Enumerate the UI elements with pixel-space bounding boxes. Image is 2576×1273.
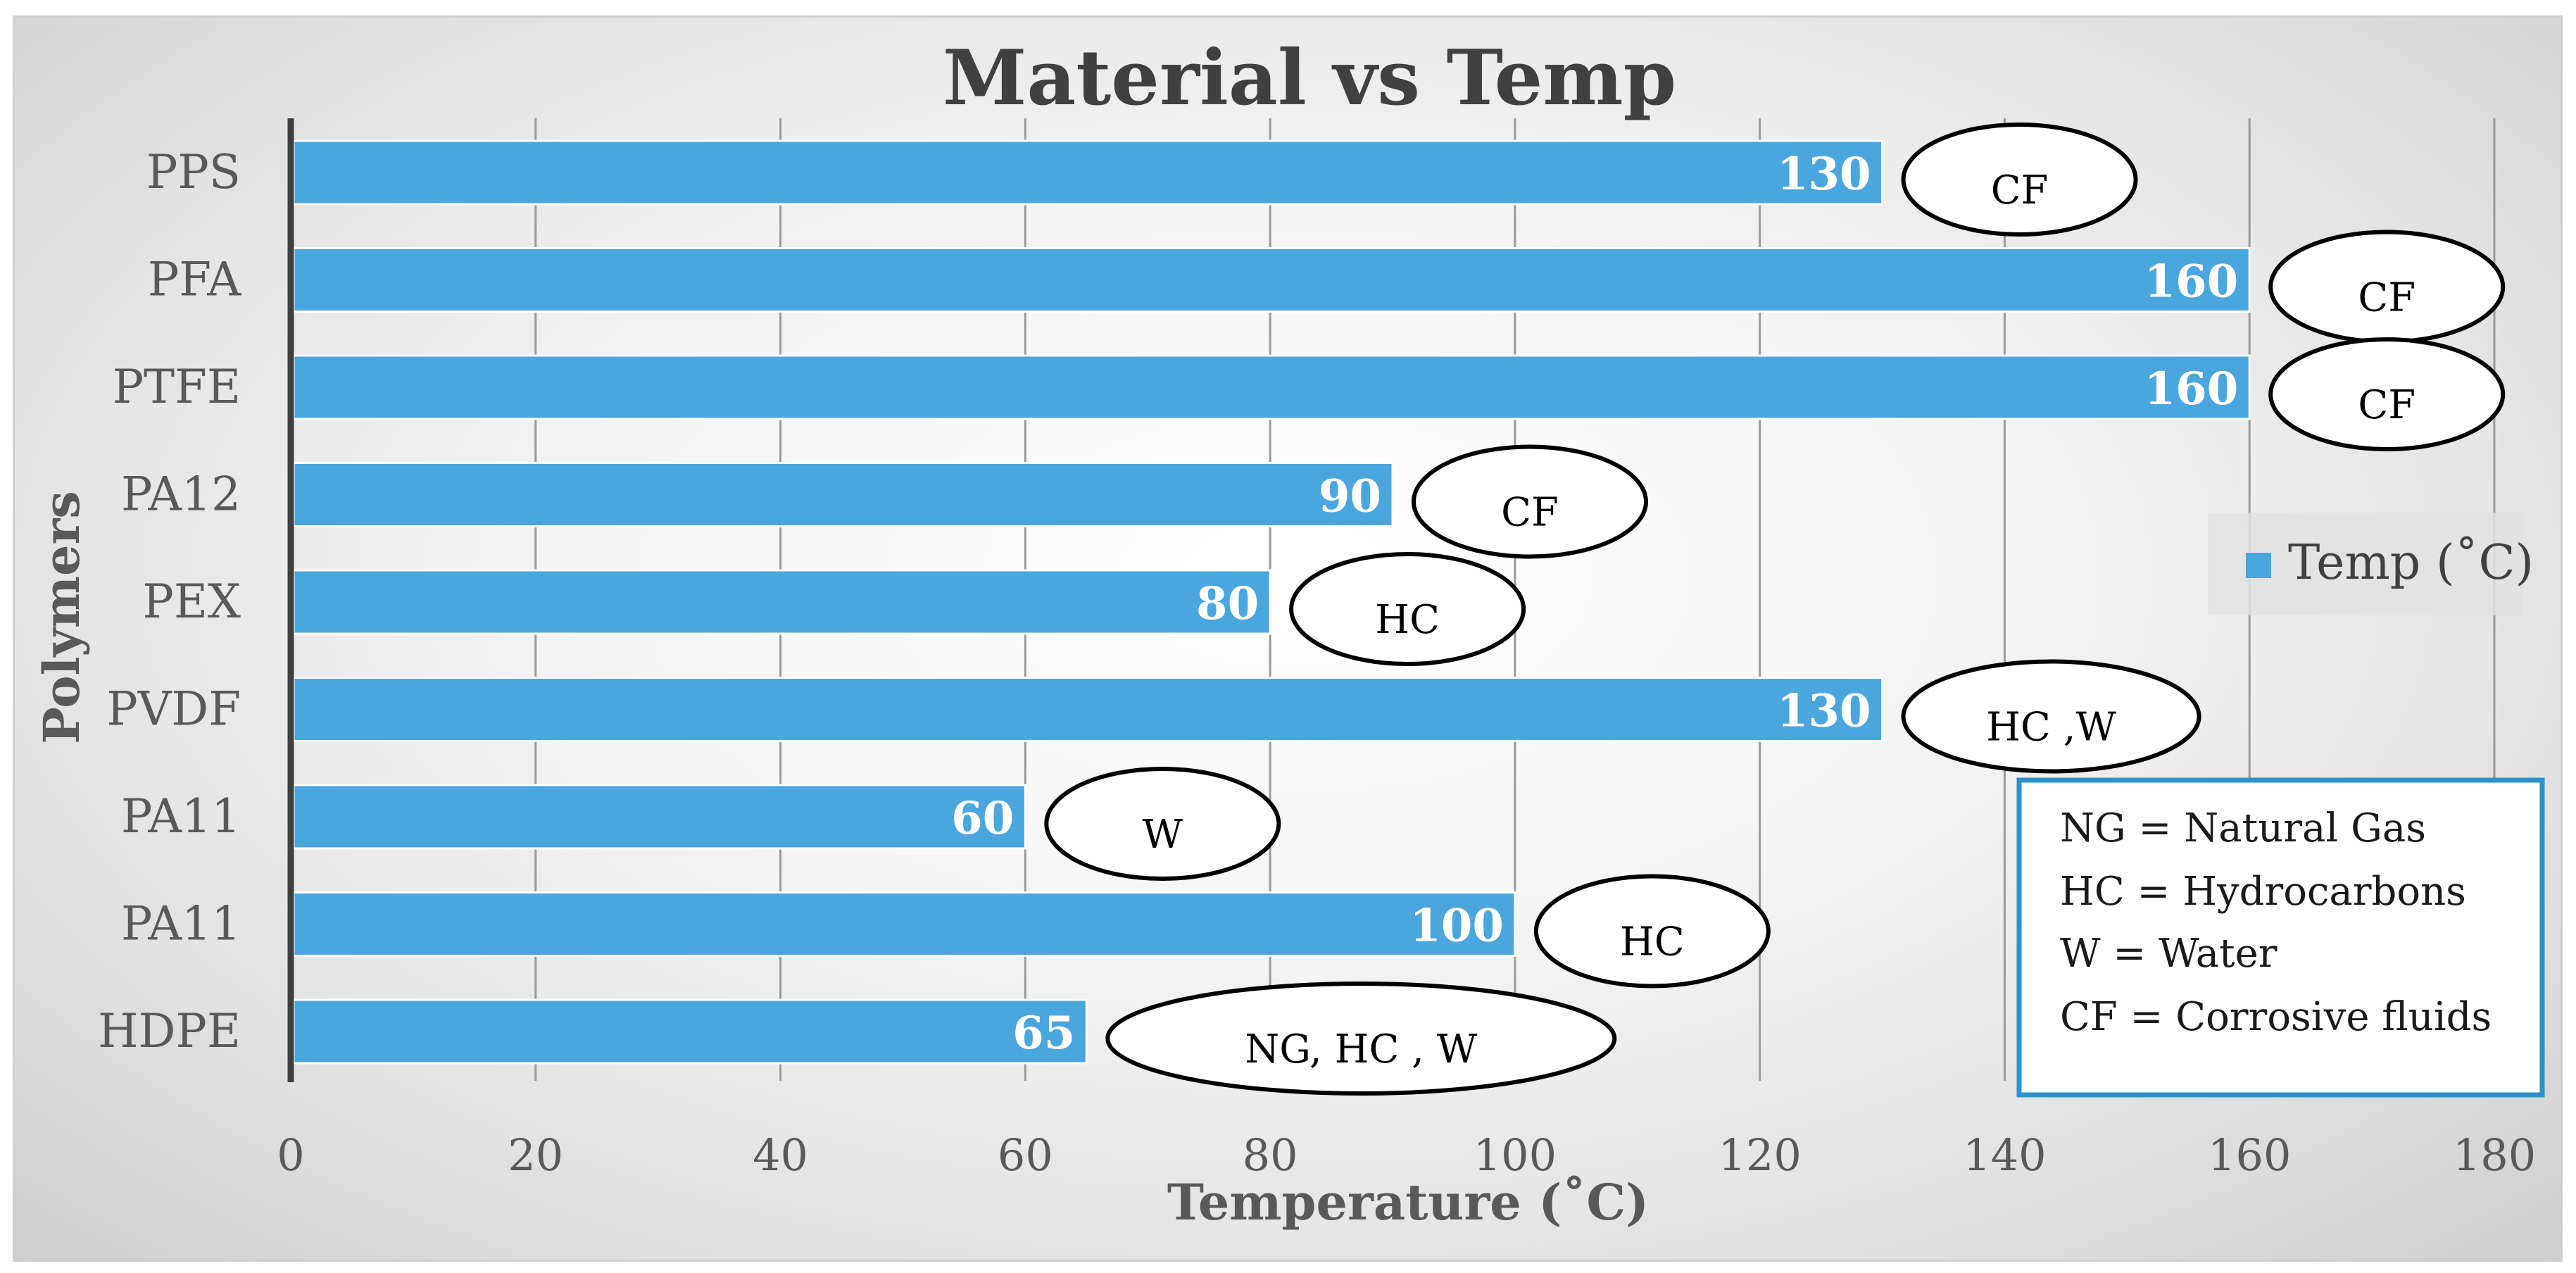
x-tick-label: 160 xyxy=(2208,1129,2291,1181)
x-tick-label: 40 xyxy=(753,1129,808,1181)
fluid-label: CF xyxy=(2358,275,2415,321)
key-item-cf: CF = Corrosive fluids xyxy=(2060,994,2492,1040)
fluid-ellipse xyxy=(1901,659,2201,774)
chart-title: Material vs Temp xyxy=(943,34,1676,123)
fluid-ellipse xyxy=(1289,552,1526,666)
y-tick-label: PA12 xyxy=(121,468,241,522)
y-axis-title: Polymers xyxy=(32,491,91,744)
key-item-hc: HC = Hydrocarbons xyxy=(2060,869,2466,915)
fluid-ellipse xyxy=(1044,767,1281,881)
data-label: 130 xyxy=(1777,148,1871,201)
fluid-label: HC ,W xyxy=(1986,705,2116,751)
fluid-label: CF xyxy=(1501,490,1559,536)
y-tick-label: PA11 xyxy=(121,897,241,951)
key-item-ng: NG = Natural Gas xyxy=(2060,805,2426,851)
y-tick-label: PPS xyxy=(146,145,241,199)
bar-ptfe xyxy=(292,354,2251,420)
fluid-ellipse xyxy=(2268,337,2506,451)
key-box: NG = Natural Gas HC = Hydrocarbons W = W… xyxy=(2016,777,2545,1098)
bar-pa12 xyxy=(292,462,1394,527)
data-label: 65 xyxy=(1012,1007,1075,1060)
fluid-ellipse xyxy=(1412,444,1648,559)
y-tick-label: PA11 xyxy=(121,789,241,844)
data-label: 100 xyxy=(1409,900,1504,953)
y-tick-label: PEX xyxy=(142,575,241,629)
fluid-label: HC xyxy=(1375,597,1440,643)
fluid-label: CF xyxy=(2358,382,2415,428)
fluid-ellipse xyxy=(1105,982,1617,1096)
fluid-label: NG, HC , W xyxy=(1245,1027,1477,1072)
x-tick-label: 140 xyxy=(1963,1129,2046,1181)
legend-swatch xyxy=(2246,553,2271,578)
bar-pa11 xyxy=(292,784,1026,850)
x-tick-label: 20 xyxy=(508,1129,563,1181)
fluid-annotations: CF CF CF CF HC HC ,W W HC NG, HC , W xyxy=(1044,123,2506,1096)
x-tick-label: 180 xyxy=(2453,1129,2536,1181)
bar-pa11 xyxy=(292,891,1516,957)
bar-pfa xyxy=(292,247,2251,313)
fluid-label: W xyxy=(1143,812,1183,858)
x-tick-label: 120 xyxy=(1718,1129,1801,1181)
x-axis-title: Temperature (˚C) xyxy=(1167,1173,1649,1231)
legend: Temp (˚C) xyxy=(2208,513,2534,615)
bar-pvdf xyxy=(292,677,1884,742)
y-tick-label: PFA xyxy=(148,253,241,307)
x-tick-label: 80 xyxy=(1243,1129,1298,1181)
y-tick-label: HDPE xyxy=(98,1004,241,1058)
legend-label: Temp (˚C) xyxy=(2288,535,2534,591)
data-label: 90 xyxy=(1319,470,1381,523)
y-tick-label: PTFE xyxy=(113,360,241,414)
bar-hdpe xyxy=(292,998,1088,1065)
bar-pps xyxy=(292,139,1884,206)
key-box-border xyxy=(2016,777,2545,1098)
data-label: 60 xyxy=(951,792,1014,845)
x-tick-label: 100 xyxy=(1474,1129,1557,1181)
data-label: 130 xyxy=(1777,685,1871,738)
y-tick-label: PVDF xyxy=(106,682,241,736)
bars xyxy=(292,139,2251,1065)
data-label: 160 xyxy=(2144,363,2239,415)
fluid-ellipse xyxy=(1901,123,2138,237)
x-tick-label: 0 xyxy=(277,1129,304,1181)
labels: 0 20 40 60 80 100 120 140 160 180 130 PPS 160 PFA 160 P… xyxy=(98,145,2536,1181)
fluid-ellipse xyxy=(1533,874,1771,989)
fluid-label: CF xyxy=(1991,168,2049,213)
x-tick-label: 60 xyxy=(998,1129,1053,1181)
data-label: 160 xyxy=(2144,256,2239,308)
bar-pex xyxy=(292,569,1271,635)
data-label: 80 xyxy=(1196,577,1259,630)
key-item-w: W = Water xyxy=(2060,931,2277,977)
fluid-label: HC xyxy=(1620,920,1685,965)
